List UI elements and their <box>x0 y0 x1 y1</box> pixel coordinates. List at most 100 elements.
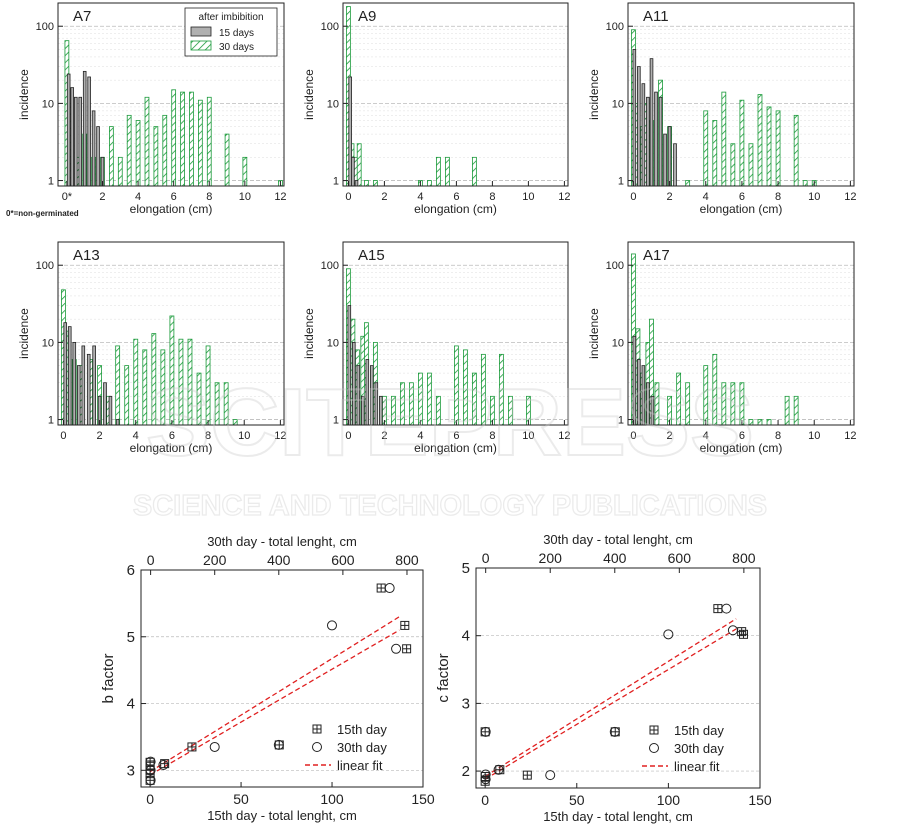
bar-30-days <box>117 156 123 187</box>
point-30th-day <box>158 759 169 770</box>
bar-30-days <box>409 382 414 426</box>
x-axis-label: elongation (cm) <box>414 441 497 455</box>
x-tick-label: 0 <box>60 430 66 442</box>
point-30th-day <box>545 770 556 781</box>
bar-30-days <box>454 345 459 426</box>
x-axis-label: elongation (cm) <box>414 202 497 216</box>
x2-tick-label: 0 <box>482 550 490 566</box>
bar-30-days <box>364 180 369 187</box>
x-tick-label: 0* <box>62 191 73 203</box>
x-tick-label: 6 <box>169 430 175 442</box>
bar-30-days <box>205 345 211 426</box>
y-tick-label: 100 <box>606 21 624 33</box>
bar-30-days <box>730 143 736 187</box>
x-tick-label: 4 <box>133 430 139 442</box>
y-axis-label: incidence <box>17 308 31 359</box>
panel-title: A17 <box>643 247 670 264</box>
plot-frame <box>627 2 855 187</box>
bar-30-days <box>178 338 184 426</box>
bar-15-days <box>96 126 100 187</box>
bar-30-days <box>463 349 468 426</box>
bar-30-days <box>685 180 691 187</box>
bar-15-days <box>352 341 356 426</box>
bar-15-days <box>72 341 77 426</box>
bar-15-days <box>637 359 641 426</box>
x-tick-label: 2 <box>381 191 387 203</box>
legend-label-15th-day: 15th day <box>337 722 387 737</box>
panel-title: A11 <box>643 8 669 25</box>
y-tick-label: 10 <box>612 337 624 349</box>
legend: after imbibition 15 days 30 days <box>184 7 278 57</box>
x-tick-label: 100 <box>657 792 681 808</box>
x-tick-label: 8 <box>775 191 781 203</box>
bar-30-days <box>757 94 763 187</box>
x-tick-label: 8 <box>205 430 211 442</box>
x-tick-label: 10 <box>238 430 250 442</box>
histogram-panel-a9: 1 10 100 0 2 4 6 8 10 12 A9 elongation (cm) incidenc… <box>302 2 571 216</box>
bar-15-days <box>637 66 641 187</box>
bar-15-days <box>70 87 75 187</box>
bar-30-days <box>135 120 141 187</box>
bar-15-days <box>646 96 650 187</box>
x-tick-label: 8 <box>489 430 495 442</box>
bar-30-days <box>169 315 175 426</box>
point-30th-day <box>480 769 491 780</box>
bar-30-days <box>703 110 709 187</box>
legend-label-30th-day: 30th day <box>674 741 724 756</box>
bar-30-days <box>436 156 441 187</box>
y-tick-label: 10 <box>42 98 54 110</box>
y-tick-label: 5 <box>462 560 470 577</box>
y-axis-label: incidence <box>17 69 31 120</box>
bar-15-days <box>81 345 86 426</box>
point-30th-day <box>493 764 504 775</box>
x2-tick-label: 800 <box>732 550 756 566</box>
legend-swatch-15-days <box>190 26 212 37</box>
x-tick-label: 8 <box>775 430 781 442</box>
plot-frame <box>342 241 569 426</box>
bar-15-days <box>78 96 83 187</box>
legend-label-30th-day: 30th day <box>337 740 387 755</box>
x-tick-label: 2 <box>667 430 673 442</box>
x-tick-label: 0 <box>481 792 489 808</box>
bar-30-days <box>730 382 736 426</box>
bar-30-days <box>232 419 238 426</box>
legend-label-15-days: 15 days <box>219 28 254 39</box>
bar-15-days <box>379 395 383 426</box>
y-tick-label: 5 <box>127 629 135 646</box>
bar-15-days <box>67 326 72 426</box>
bar-30-days <box>187 338 193 426</box>
point-30th-day <box>727 625 738 636</box>
y-tick-label: 10 <box>42 337 54 349</box>
legend: 15th day 30th day linear fit <box>642 723 724 774</box>
legend-title: after imbibition <box>198 12 263 23</box>
bar-30-days <box>703 365 709 426</box>
bar-15-days <box>347 305 352 426</box>
bar-30-days <box>198 99 203 187</box>
y-tick-label: 1 <box>333 415 339 427</box>
bar-15-days <box>115 419 120 426</box>
bar-30-days <box>793 395 799 426</box>
point-30th-day <box>480 774 491 785</box>
point-30th-day <box>384 583 395 594</box>
point-30th-day <box>145 756 156 767</box>
bar-30-days <box>748 143 754 187</box>
bar-15-days <box>356 365 361 426</box>
bar-15-days <box>646 382 650 426</box>
point-15th-day <box>402 644 412 654</box>
x-tick-label: 0 <box>630 191 636 203</box>
bar-15-days <box>82 70 87 187</box>
bar-15-days <box>632 335 637 426</box>
x-axis-label: 15th day - total lenght, cm <box>207 808 357 823</box>
bar-15-days <box>658 96 663 187</box>
plot-frame <box>342 2 569 187</box>
x-tick-label: 2 <box>99 191 105 203</box>
x-axis-label: elongation (cm) <box>700 441 783 455</box>
x-tick-label: 6 <box>453 191 459 203</box>
bar-30-days <box>153 126 159 187</box>
x2-tick-label: 400 <box>267 552 291 568</box>
y-axis-label: incidence <box>587 69 601 120</box>
bar-15-days <box>351 156 355 187</box>
panel-title: A9 <box>358 8 376 25</box>
bar-30-days <box>775 110 781 187</box>
point-30th-day <box>391 643 402 654</box>
